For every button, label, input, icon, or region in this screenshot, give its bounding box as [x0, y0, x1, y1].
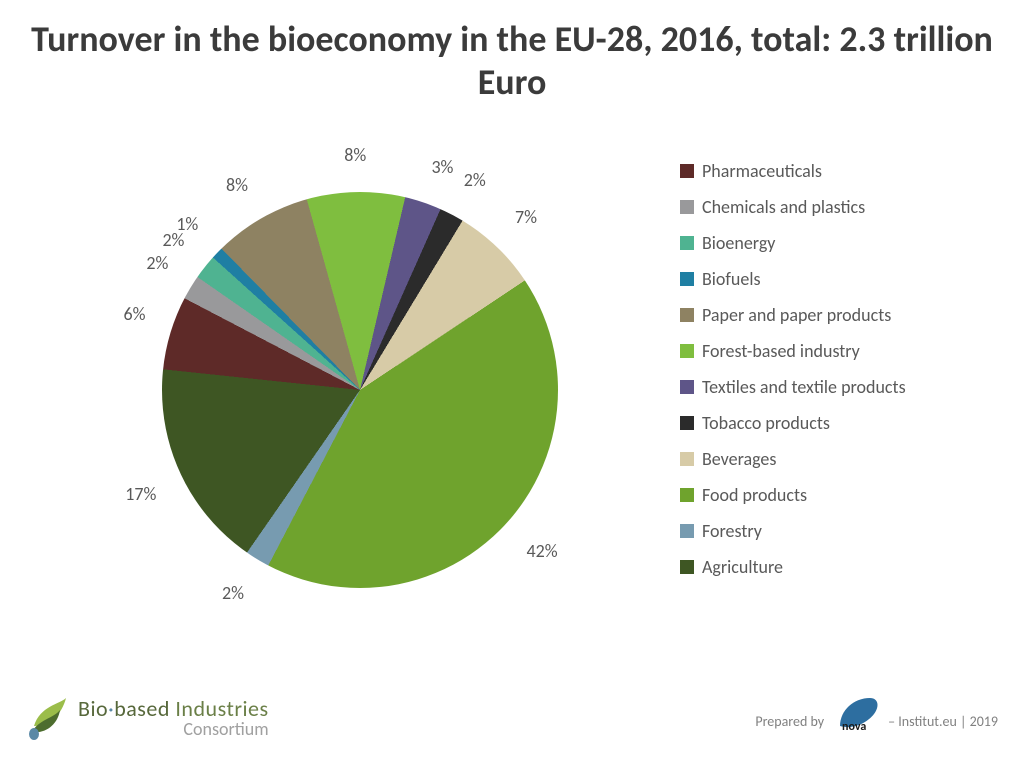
legend-label: Textiles and textile products: [702, 376, 906, 398]
credit-tail: – Institut.eu | 2019: [888, 713, 998, 730]
legend-label: Biofuels: [702, 268, 761, 290]
legend-item: Pharmaceuticals: [680, 160, 1000, 182]
legend-item: Agriculture: [680, 556, 1000, 578]
legend-label: Food products: [702, 484, 807, 506]
bic-leaf-icon: [26, 696, 70, 740]
legend-swatch: [680, 308, 694, 322]
legend-swatch: [680, 488, 694, 502]
pie-slice-label: 8%: [344, 144, 366, 166]
legend-swatch: [680, 524, 694, 538]
pie-chart-area: 6%2%2%1%8%8%3%2%7%42%2%17%: [120, 150, 600, 630]
legend-swatch: [680, 164, 694, 178]
legend-label: Chemicals and plastics: [702, 196, 865, 218]
pie-slice-label: 8%: [226, 174, 248, 196]
legend-label: Forest-based industry: [702, 340, 860, 362]
legend-item: Paper and paper products: [680, 304, 1000, 326]
legend-label: Bioenergy: [702, 232, 775, 254]
credit-line: Prepared by nova – Institut.eu | 2019: [755, 696, 998, 734]
pie-slice-label: 1%: [176, 213, 198, 235]
bic-wordmark: Bio·based Industries Consortium: [78, 695, 269, 740]
legend-item: Forest-based industry: [680, 340, 1000, 362]
legend-item: Textiles and textile products: [680, 376, 1000, 398]
legend-label: Pharmaceuticals: [702, 160, 822, 182]
legend-swatch: [680, 560, 694, 574]
chart-legend: Pharmaceuticals Chemicals and plastics Bio…: [680, 160, 1000, 592]
legend-label: Beverages: [702, 448, 776, 470]
legend-swatch: [680, 380, 694, 394]
bic-word-based: based: [114, 695, 170, 722]
pie-slice-label: 17%: [125, 483, 156, 505]
credit-prepared-by: Prepared by: [755, 713, 824, 730]
legend-item: Chemicals and plastics: [680, 196, 1000, 218]
legend-swatch: [680, 344, 694, 358]
legend-item: Forestry: [680, 520, 1000, 542]
pie-slice-label: 42%: [526, 540, 557, 562]
legend-swatch: [680, 272, 694, 286]
legend-item: Biofuels: [680, 268, 1000, 290]
legend-label: Agriculture: [702, 556, 783, 578]
pie-slice-label: 2%: [222, 582, 244, 604]
legend-item: Bioenergy: [680, 232, 1000, 254]
bic-logo: Bio·based Industries Consortium: [26, 695, 269, 740]
legend-label: Forestry: [702, 520, 762, 542]
legend-item: Tobacco products: [680, 412, 1000, 434]
legend-swatch: [680, 416, 694, 430]
legend-label: Paper and paper products: [702, 304, 891, 326]
footer: Bio·based Industries Consortium Prepared…: [26, 680, 998, 740]
legend-swatch: [680, 236, 694, 250]
pie-slice-label: 3%: [431, 156, 453, 178]
legend-swatch: [680, 452, 694, 466]
svg-text:nova: nova: [842, 720, 866, 734]
legend-swatch: [680, 200, 694, 214]
legend-item: Beverages: [680, 448, 1000, 470]
legend-item: Food products: [680, 484, 1000, 506]
pie-slice-label: 2%: [146, 252, 168, 274]
pie-slice-label: 6%: [124, 303, 146, 325]
chart-title: Turnover in the bioeconomy in the EU-28,…: [0, 18, 1024, 104]
pie-slice-label: 2%: [464, 169, 486, 191]
legend-label: Tobacco products: [702, 412, 830, 434]
nova-logo-icon: nova: [834, 696, 882, 734]
pie-chart: [162, 192, 558, 588]
bic-word-bio: Bio: [78, 695, 108, 722]
pie-slice-label: 7%: [515, 206, 537, 228]
